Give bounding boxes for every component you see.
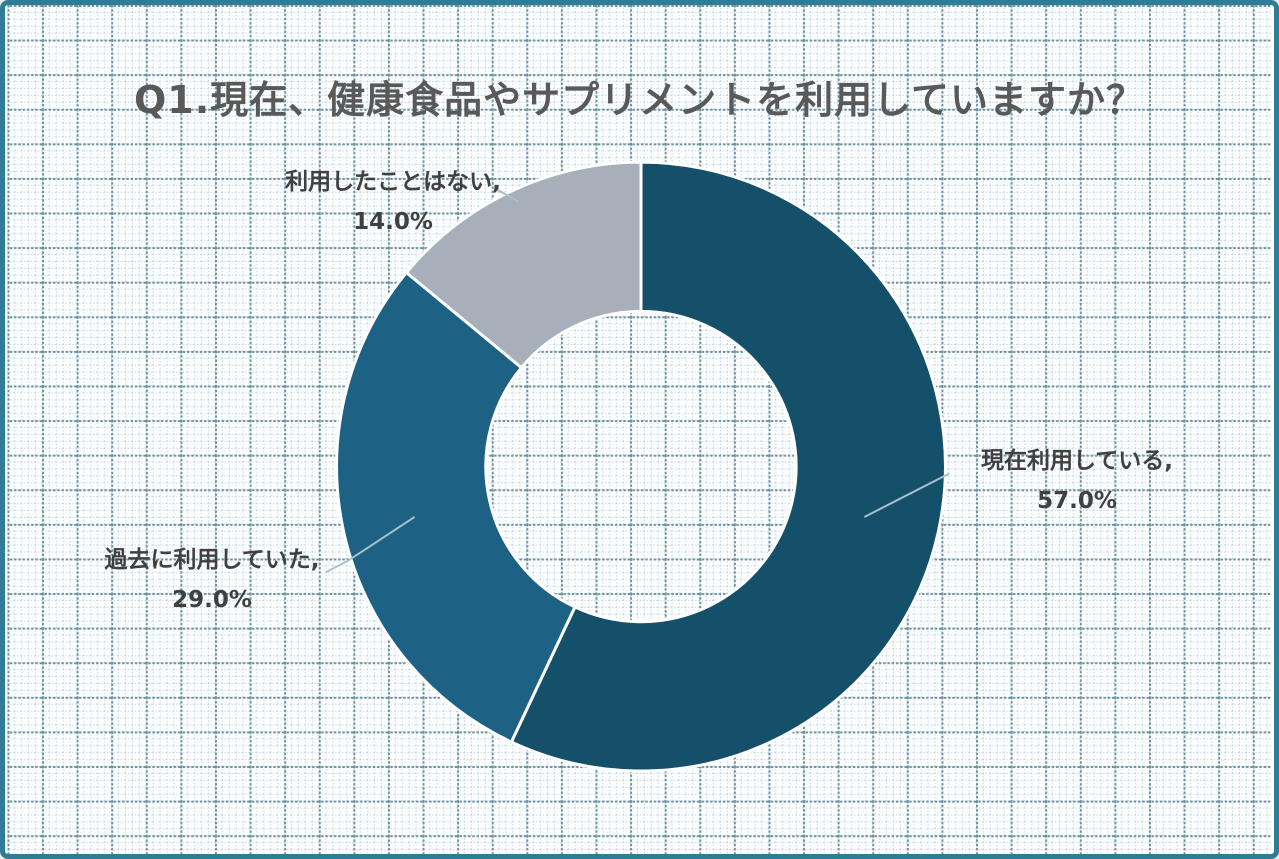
slice-never-used bbox=[404, 160, 643, 370]
callout-current-value: 57.0% bbox=[1037, 488, 1117, 514]
callout-past-label: 過去に利用していた, bbox=[104, 547, 320, 573]
callout-never-value: 14.0% bbox=[353, 209, 433, 235]
leader-line-never bbox=[495, 187, 519, 203]
slice-past-user bbox=[335, 271, 577, 744]
callout-never-used: 利用したことはない, 14.0% bbox=[285, 162, 501, 242]
callout-current-user: 現在利用している, 57.0% bbox=[981, 441, 1173, 521]
donut-chart bbox=[325, 160, 950, 773]
slice-current-user bbox=[509, 160, 947, 773]
callout-past-value: 29.0% bbox=[172, 587, 252, 613]
callout-current-label: 現在利用している, bbox=[980, 448, 1174, 474]
callout-never-label: 利用したことはない, bbox=[285, 169, 501, 195]
chart-title: Q1.現在、健康食品やサプリメントを利用していますか？ bbox=[133, 78, 1146, 122]
leader-line-past bbox=[325, 516, 416, 574]
leader-line-current bbox=[863, 472, 950, 518]
graph-paper-grid bbox=[7, 5, 1272, 854]
callout-past-user: 過去に利用していた, 29.0% bbox=[104, 540, 319, 620]
